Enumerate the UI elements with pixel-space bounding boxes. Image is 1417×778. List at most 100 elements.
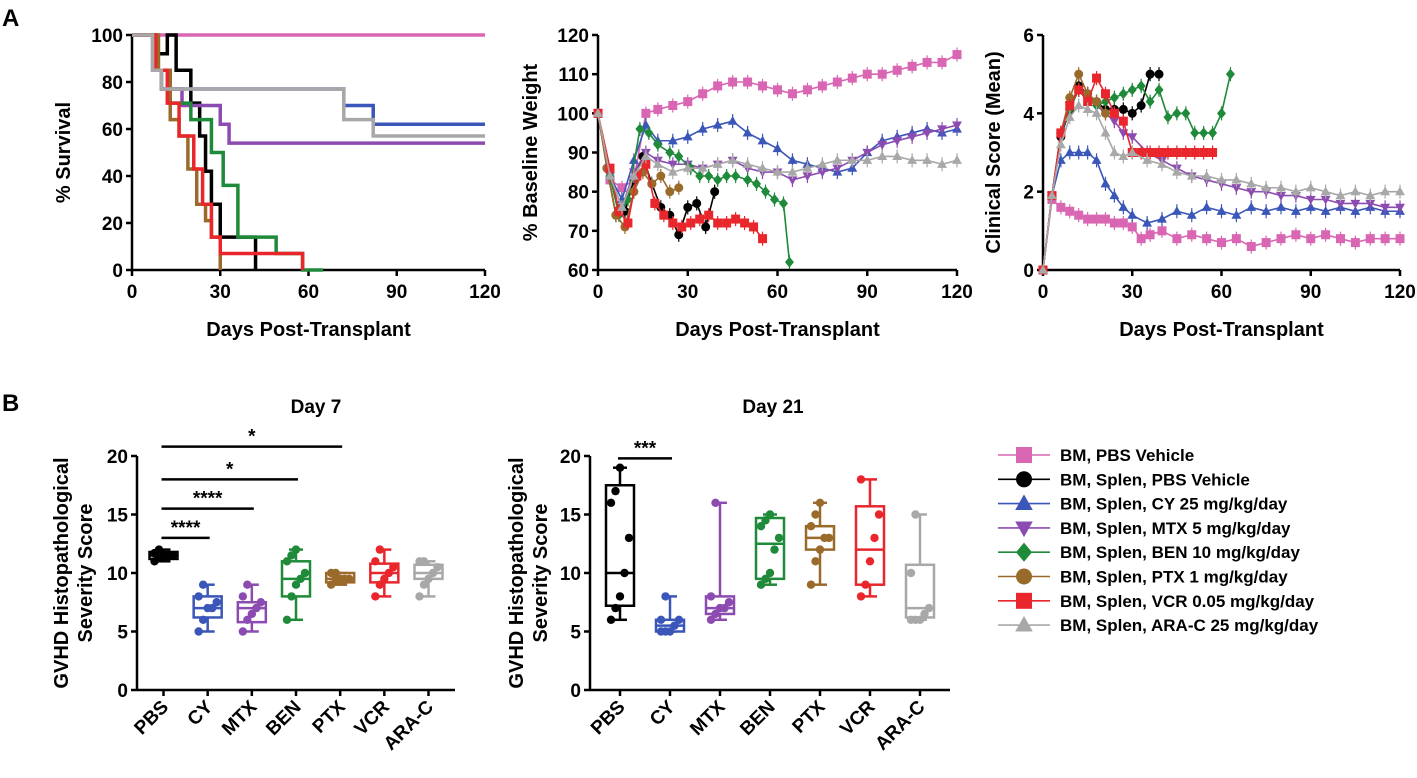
weight-point-vcr <box>677 222 687 232</box>
weight-point-arac <box>667 166 678 176</box>
weight-point-pbs <box>862 69 872 79</box>
significance-label: * <box>248 427 256 448</box>
clinical-point-cy <box>1100 178 1111 188</box>
weight-point-pbs <box>773 85 782 95</box>
box-vcr <box>854 505 886 586</box>
x-tick-label: BEN <box>262 697 305 740</box>
weight-point-pbs <box>952 50 962 60</box>
box-point-ptx <box>331 568 340 578</box>
panel-label-a: A <box>2 5 19 32</box>
box-point-ara-c <box>419 557 429 566</box>
box-point-ben <box>282 615 292 624</box>
clinical-point-arac <box>1064 112 1075 121</box>
clinical-point-mtx <box>1305 195 1316 205</box>
box-point-ara-c <box>906 568 916 578</box>
box-point-pbs <box>624 533 634 543</box>
survival-line-vcr <box>132 33 305 270</box>
weight-point-arac <box>787 166 798 176</box>
legend-marker-bms <box>1016 471 1032 488</box>
weight-point-arac <box>616 202 627 211</box>
weight-point-ben <box>743 174 753 186</box>
clinical-point-cy <box>1276 202 1286 211</box>
y-tick-label: 80 <box>568 183 589 204</box>
weight-point-arac <box>877 151 888 161</box>
x-tick-label: PBS <box>587 697 629 739</box>
x-axis-title: Days Post-Transplant <box>675 319 880 341</box>
weight-point-vcr <box>641 159 651 169</box>
weight-point-arac <box>628 170 639 180</box>
box-point-ara-c <box>428 568 438 578</box>
box-point-cy <box>207 603 217 613</box>
x-tick-label: MTX <box>218 696 261 739</box>
legend-marker-arac <box>1015 615 1033 632</box>
box-point-vcr <box>856 592 866 601</box>
weight-point-cy <box>772 143 783 153</box>
box-point-vcr <box>371 557 380 566</box>
weight-point-mtx <box>802 172 813 182</box>
weight-point-arac <box>802 162 813 172</box>
weight-point-mtx <box>877 141 888 150</box>
box-point-ptx <box>811 557 820 566</box>
legend-marker-pbs <box>1016 447 1032 463</box>
y-tick-label: 10 <box>107 564 128 585</box>
y-tick-label: 90 <box>568 144 589 165</box>
x-tick-label: CY <box>646 696 680 730</box>
box-point-mtx <box>711 609 720 619</box>
box-point-ben <box>774 533 784 543</box>
weight-point-arac <box>847 155 858 164</box>
weight-point-vcr <box>650 198 660 208</box>
box-point-cy <box>670 621 679 630</box>
legend: BM, PBS Vehicle BM, Splen, PBS Vehicle BM,… <box>998 446 1319 635</box>
clinical-point-pbs <box>1395 234 1405 244</box>
box-point-cy <box>198 615 208 624</box>
legend-label-mtx: BM, Splen, MTX 5 mg/kg/day <box>1060 519 1291 538</box>
box-point-pbs <box>611 603 620 613</box>
clinical-point-arac <box>1171 166 1182 176</box>
clinical-point-cy <box>1064 147 1075 157</box>
weight-point-pbs <box>728 77 738 87</box>
weight-point-bms <box>701 222 711 232</box>
legend-label-ptx: BM, Splen, PTX 1 mg/kg/day <box>1060 568 1288 587</box>
y-tick-label: 20 <box>102 214 123 235</box>
weight-point-pbs <box>847 73 857 83</box>
clinical-point-ben <box>1217 107 1226 119</box>
clinical-point-vcr <box>1163 148 1173 157</box>
clinical-point-pbs <box>1380 234 1390 244</box>
weight-point-arac <box>605 170 615 180</box>
box-point-pbs <box>611 486 620 496</box>
box-point-ptx <box>806 580 816 589</box>
y-tick-label: 4 <box>1023 104 1034 125</box>
box-point-mtx <box>724 598 734 607</box>
box-point-vcr <box>874 510 884 519</box>
weight-point-vcr <box>695 214 705 224</box>
box-point-mtx <box>243 615 252 624</box>
clinical-point-ben <box>1199 127 1209 139</box>
weight-point-arac <box>640 151 651 161</box>
box-point-ben <box>291 580 301 589</box>
y-tick-label: 5 <box>570 623 581 644</box>
legend-marker-mtx <box>1015 521 1033 538</box>
clinical-point-pbs <box>1231 234 1241 244</box>
clinical-point-cy <box>1186 209 1197 219</box>
legend-marker-cy <box>1015 494 1033 510</box>
clinical-point-cy <box>1290 206 1301 215</box>
y-axis-title: Clinical Score (Mean) <box>983 51 1005 253</box>
box-point-vcr <box>870 533 879 543</box>
clinical-point-pbs <box>1157 226 1167 236</box>
box-point-mtx <box>238 627 248 636</box>
x-tick-label: 90 <box>1300 282 1321 303</box>
y-axis-title-line1: GVHD Histopathological <box>506 457 528 688</box>
clinical-point-vcr <box>1056 128 1066 138</box>
weight-point-arac <box>952 155 962 164</box>
x-tick-label: PTX <box>309 696 350 737</box>
y-tick-label: 15 <box>560 506 582 527</box>
clinical-point-bms <box>1118 104 1128 114</box>
clinical-point-pbs <box>1074 210 1084 220</box>
clinical-point-vcr <box>1208 148 1218 157</box>
box-point-ben <box>296 574 305 584</box>
clinical-point-arac <box>1091 108 1102 117</box>
x-tick-label: 90 <box>857 282 878 303</box>
x-tick-label: 120 <box>469 282 501 303</box>
weight-point-pbs <box>698 89 708 99</box>
legend-label-pbs: BM, PBS Vehicle <box>1060 446 1194 465</box>
